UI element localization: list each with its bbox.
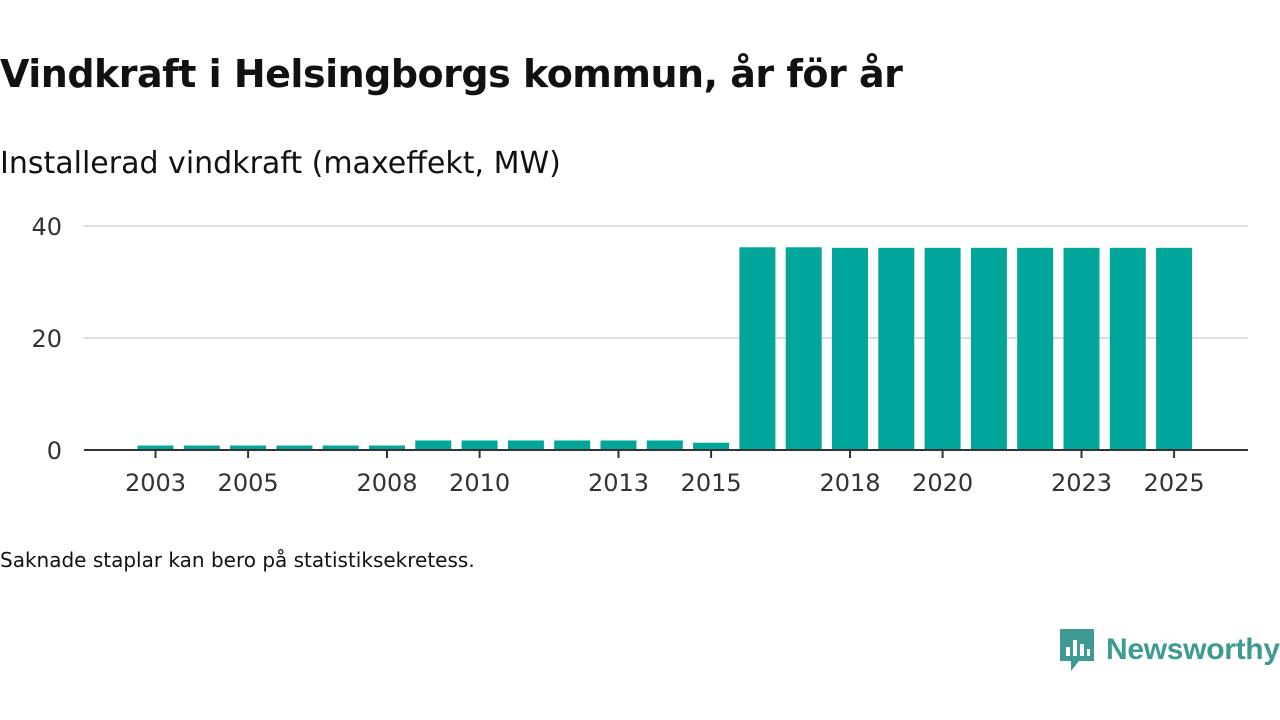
x-tick-label-2005: 2005 (218, 469, 279, 497)
x-tick-label-2003: 2003 (125, 469, 186, 497)
bar-2003 (137, 445, 174, 450)
bar-2004 (183, 445, 220, 450)
y-tick-label-40: 40 (31, 213, 62, 241)
bar-2007 (322, 445, 359, 450)
bar-2006 (276, 445, 313, 450)
bar-2013 (600, 440, 637, 450)
x-tick-label-2018: 2018 (819, 469, 880, 497)
bar-2023 (1063, 247, 1100, 450)
x-tick-label-2008: 2008 (356, 469, 417, 497)
bar-2018 (832, 247, 868, 450)
x-tick-label-2013: 2013 (588, 469, 649, 497)
bar-2012 (554, 440, 591, 450)
bar-2025 (1156, 247, 1193, 450)
newsworthy-logo-icon (1060, 629, 1094, 671)
bar-2017 (785, 247, 822, 450)
x-tick-label-2023: 2023 (1051, 469, 1112, 497)
bar-2010 (461, 440, 498, 450)
bar-chart: 0 20 40 2003 2005 2008 2010 2013 2015 2018 2020 202… (31, 213, 1248, 497)
bar-2011 (507, 440, 544, 450)
bar-2016 (739, 247, 776, 450)
bar-2024 (1109, 247, 1146, 450)
x-tick-label-2025: 2025 (1144, 469, 1205, 497)
y-tick-label-0: 0 (47, 437, 62, 465)
bar-2009 (415, 440, 452, 450)
bar-2022 (1017, 247, 1054, 450)
bar-2014 (646, 440, 683, 450)
brand-logo: Newsworthy (1058, 626, 1280, 674)
x-tick-label-2010: 2010 (449, 469, 510, 497)
bar-2020 (924, 247, 961, 450)
chart-subtitle: Installerad vindkraft (maxeffekt, MW) (0, 146, 561, 181)
bar-2021 (970, 247, 1007, 450)
y-tick-label-20: 20 (31, 325, 62, 353)
x-tick-label-2015: 2015 (681, 469, 742, 497)
x-tick-label-2020: 2020 (912, 469, 973, 497)
bar-2008 (369, 445, 405, 450)
footnote: Saknade staplar kan bero på statistiksek… (0, 548, 475, 572)
bar-2005 (230, 445, 267, 450)
bar-2015 (693, 442, 730, 450)
brand-name: Newsworthy (1106, 633, 1280, 666)
bar-2019 (878, 247, 915, 450)
chart-title: Vindkraft i Helsingborgs kommun, år för … (0, 52, 903, 96)
